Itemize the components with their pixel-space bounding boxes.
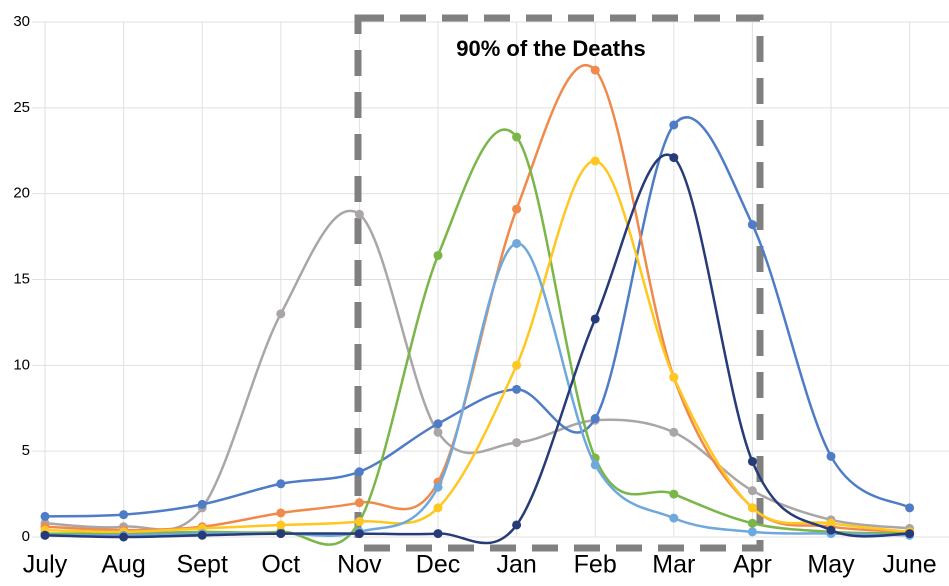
point [40, 511, 50, 521]
point [276, 520, 286, 530]
point [669, 489, 679, 499]
point [747, 486, 757, 496]
point [590, 65, 600, 75]
point [354, 517, 364, 527]
point [119, 532, 129, 542]
point [512, 384, 522, 394]
annotation: 90% of the Deaths [456, 36, 646, 61]
point [590, 460, 600, 470]
point [276, 529, 286, 539]
point [354, 467, 364, 477]
point [669, 372, 679, 382]
point [276, 508, 286, 518]
series-line [44, 128, 910, 546]
x-tick-label: Feb [574, 551, 617, 579]
point [433, 250, 443, 260]
point [354, 529, 364, 539]
x-tick-label: Aug [101, 551, 145, 579]
point [512, 204, 522, 214]
point [276, 309, 286, 319]
point [354, 498, 364, 508]
point [354, 209, 364, 219]
y-tick-label: 5 [22, 442, 30, 459]
series-line [44, 242, 910, 537]
point [747, 456, 757, 466]
point [590, 156, 600, 166]
point [747, 503, 757, 513]
x-tick-label: May [807, 551, 855, 579]
point [669, 120, 679, 130]
x-tick-label: Apr [733, 551, 772, 579]
point [512, 520, 522, 530]
x-tick-label: Mar [652, 551, 695, 579]
point [512, 360, 522, 370]
point [433, 419, 443, 429]
point [433, 503, 443, 513]
point [669, 513, 679, 523]
x-tick-label: June [882, 551, 936, 579]
point [905, 503, 915, 513]
series-line [44, 209, 910, 531]
point [905, 529, 915, 539]
y-tick-label: 0 [22, 528, 30, 545]
point [669, 427, 679, 437]
point [747, 518, 757, 528]
point [826, 518, 836, 528]
x-tick-label: July [23, 551, 68, 579]
point [826, 451, 836, 461]
x-tick-label: Dec [416, 551, 460, 579]
point [276, 479, 286, 489]
y-tick-label: 30 [13, 13, 30, 30]
point [512, 438, 522, 448]
point [590, 414, 600, 424]
x-tick-label: Oct [261, 551, 300, 579]
point [747, 220, 757, 230]
y-tick-label: 10 [13, 356, 30, 373]
y-tick-label: 15 [13, 270, 30, 287]
point [590, 314, 600, 324]
point [433, 529, 443, 539]
point [826, 525, 836, 535]
y-tick-label: 20 [13, 185, 30, 202]
y-tick-label: 25 [13, 99, 30, 116]
point [40, 530, 50, 540]
point [197, 499, 207, 509]
series-line [44, 116, 911, 518]
point [747, 527, 757, 537]
highlight-box [354, 14, 764, 552]
point [512, 132, 522, 142]
point [669, 153, 679, 163]
x-tick-label: Sept [176, 551, 227, 579]
x-tick-label: Nov [337, 551, 382, 579]
point [119, 510, 129, 520]
point [197, 530, 207, 540]
point [512, 238, 522, 248]
x-tick-label: Jan [496, 551, 536, 579]
point [433, 427, 443, 437]
series-line [44, 63, 910, 534]
point [433, 482, 443, 492]
